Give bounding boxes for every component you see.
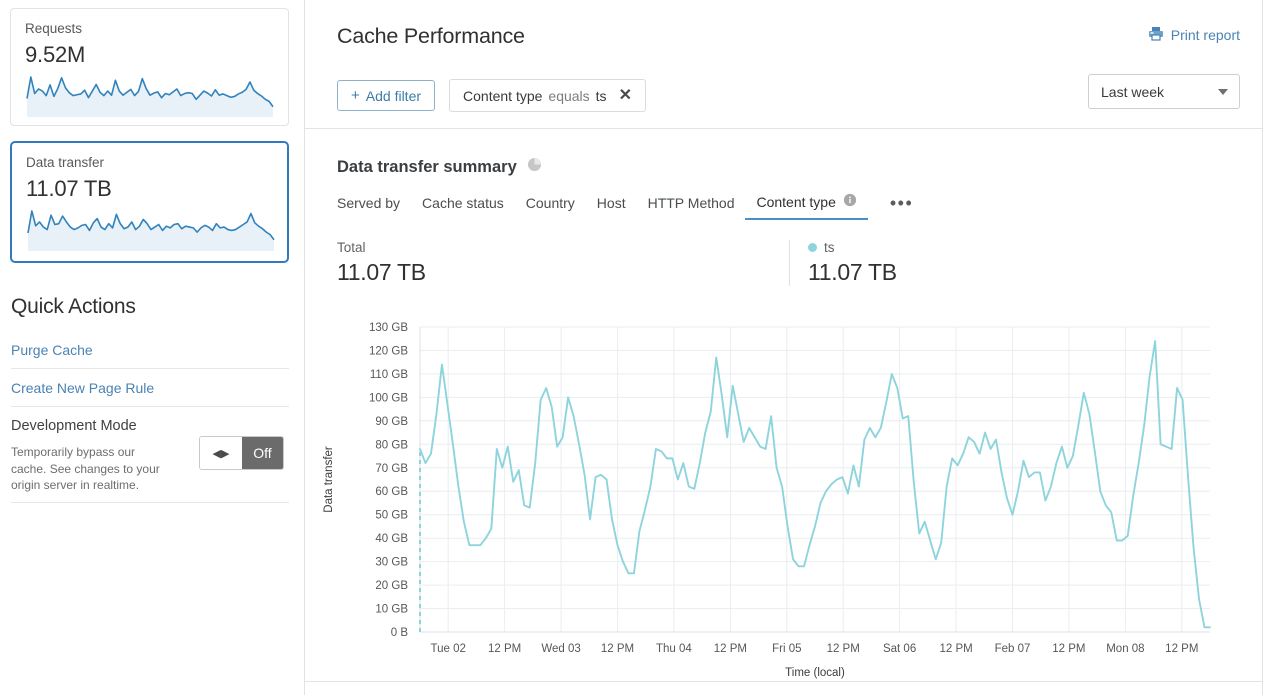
svg-text:Wed 03: Wed 03 — [541, 643, 580, 655]
info-icon[interactable] — [843, 193, 857, 210]
development-mode-toggle[interactable]: ◀▶ Off — [199, 436, 284, 470]
stat-card-data-transfer-value: 11.07 TB — [26, 176, 112, 201]
svg-text:130 GB: 130 GB — [369, 322, 408, 334]
create-page-rule-link[interactable]: Create New Page Rule — [11, 380, 155, 396]
print-report-button[interactable]: Print report — [1148, 26, 1240, 44]
svg-text:Time (local): Time (local) — [785, 667, 845, 679]
svg-text:Data transfer: Data transfer — [323, 446, 335, 513]
svg-text:110 GB: 110 GB — [370, 369, 408, 381]
tab-label: Country — [525, 194, 575, 211]
svg-text:12 PM: 12 PM — [1052, 643, 1085, 655]
development-mode-description: Temporarily bypass our cache. See change… — [11, 445, 160, 492]
tab-cache-status[interactable]: Cache status — [411, 195, 515, 219]
data-transfer-sparkline — [26, 205, 276, 253]
stat-card-requests-value: 9.52M — [25, 42, 86, 67]
total-block-ts: ts 11.07 TB — [789, 240, 1241, 286]
tab-label: Content type — [756, 193, 836, 210]
stat-card-requests-label: Requests — [25, 21, 83, 36]
series-label-row: ts — [808, 240, 1241, 255]
svg-text:50 GB: 50 GB — [375, 510, 408, 522]
development-mode-title: Development Mode — [11, 418, 137, 434]
filter-chip-operator: equals — [548, 87, 590, 104]
printer-icon — [1148, 26, 1164, 44]
tab-host[interactable]: Host — [586, 195, 637, 219]
svg-text:Tue 02: Tue 02 — [431, 643, 466, 655]
remove-filter-icon[interactable]: ✕ — [618, 86, 632, 104]
divider — [11, 406, 289, 407]
total-block-total: Total 11.07 TB — [337, 240, 789, 286]
svg-text:70 GB: 70 GB — [375, 463, 408, 475]
filters-row: + Add filter Content type equals ts ✕ — [337, 79, 646, 112]
svg-text:100 GB: 100 GB — [369, 392, 408, 404]
tab-label: Host — [596, 194, 626, 211]
total-value: 11.07 TB — [337, 259, 426, 285]
series-total-value: 11.07 TB — [808, 259, 897, 285]
purge-cache-link[interactable]: Purge Cache — [11, 342, 93, 358]
svg-text:20 GB: 20 GB — [375, 580, 408, 592]
page-title: Cache Performance — [337, 24, 525, 48]
divider — [11, 368, 289, 369]
left-sidebar: Requests 9.52M Data transfer 11.07 TB Qu… — [0, 0, 305, 695]
svg-text:Fri 05: Fri 05 — [772, 643, 801, 655]
total-label: Total — [337, 240, 366, 255]
divider — [11, 502, 289, 503]
svg-text:120 GB: 120 GB — [369, 346, 408, 358]
chevron-down-icon — [1218, 88, 1228, 95]
time-range-select[interactable]: Last week — [1088, 74, 1240, 109]
toggle-handle-icon[interactable]: ◀▶ — [200, 437, 242, 469]
tab-label: Cache status — [422, 194, 504, 211]
svg-text:60 GB: 60 GB — [375, 486, 408, 498]
svg-text:12 PM: 12 PM — [601, 643, 634, 655]
summary-tabs: Served by Cache status Country Host HTTP… — [337, 193, 923, 220]
requests-sparkline — [25, 71, 275, 119]
add-filter-button[interactable]: + Add filter — [337, 80, 436, 111]
tab-label: HTTP Method — [647, 194, 735, 211]
svg-text:10 GB: 10 GB — [375, 604, 408, 616]
svg-text:12 PM: 12 PM — [1165, 643, 1198, 655]
stat-card-data-transfer-label: Data transfer — [26, 155, 105, 170]
time-range-value: Last week — [1101, 83, 1165, 100]
series-color-dot — [808, 243, 817, 252]
tab-http-method[interactable]: HTTP Method — [637, 195, 746, 219]
tab-served-by[interactable]: Served by — [337, 195, 411, 219]
totals-row: Total 11.07 TB ts 11.07 TB — [337, 240, 1241, 286]
main-content: Cache Performance Print report + Add fil… — [305, 0, 1263, 695]
stat-card-data-transfer[interactable]: Data transfer 11.07 TB — [10, 141, 289, 263]
svg-text:12 PM: 12 PM — [827, 643, 860, 655]
summary-title: Data transfer summary — [337, 157, 517, 176]
series-label: ts — [824, 240, 835, 255]
svg-text:Mon 08: Mon 08 — [1106, 643, 1144, 655]
svg-text:12 PM: 12 PM — [939, 643, 972, 655]
tab-label: Served by — [337, 194, 401, 211]
svg-text:80 GB: 80 GB — [375, 439, 408, 451]
svg-text:Sat 06: Sat 06 — [883, 643, 916, 655]
svg-text:90 GB: 90 GB — [375, 416, 408, 428]
svg-text:Thu 04: Thu 04 — [656, 643, 692, 655]
svg-text:12 PM: 12 PM — [714, 643, 747, 655]
tab-content-type[interactable]: Content type — [745, 193, 868, 220]
divider — [305, 128, 1263, 129]
filter-chip-content-type[interactable]: Content type equals ts ✕ — [449, 79, 646, 112]
plus-icon: + — [351, 87, 360, 104]
stat-card-requests[interactable]: Requests 9.52M — [10, 8, 289, 126]
more-options-icon[interactable]: ••• — [889, 192, 914, 213]
tab-country[interactable]: Country — [515, 195, 586, 219]
quick-actions-title: Quick Actions — [11, 295, 136, 318]
development-mode-toggle-state: Off — [242, 437, 283, 469]
svg-text:12 PM: 12 PM — [488, 643, 521, 655]
pie-chart-icon[interactable] — [527, 157, 542, 177]
filter-chip-value: ts — [595, 87, 607, 104]
print-report-label: Print report — [1170, 27, 1240, 43]
svg-text:Feb 07: Feb 07 — [995, 643, 1031, 655]
summary-title-row: Data transfer summary — [337, 157, 542, 177]
add-filter-label: Add filter — [365, 87, 422, 104]
svg-text:0 B: 0 B — [391, 627, 409, 639]
data-transfer-line-chart[interactable]: 0 B 10 GB 20 GB 30 GB 40 GB 50 GB 60 GB 70 GB 80… — [305, 310, 1263, 680]
divider — [305, 681, 1263, 682]
svg-text:30 GB: 30 GB — [375, 557, 408, 569]
filter-chip-field: Content type — [463, 87, 543, 104]
svg-text:40 GB: 40 GB — [375, 533, 408, 545]
